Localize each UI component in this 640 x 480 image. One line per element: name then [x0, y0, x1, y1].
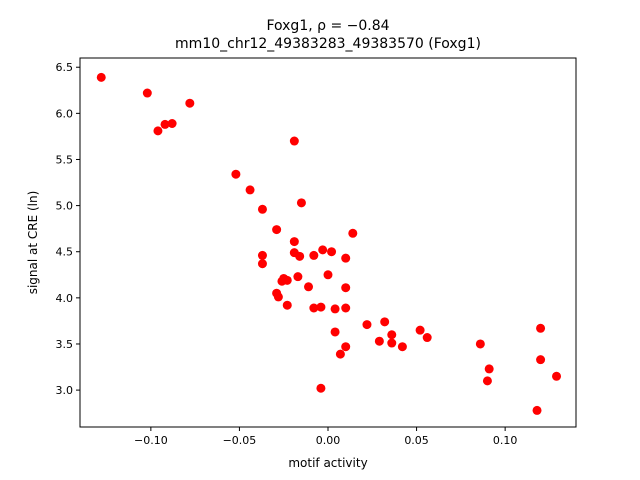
data-point-14 — [318, 245, 328, 255]
x-tick-label: 0.10 — [493, 434, 518, 447]
data-point-7 — [231, 169, 241, 179]
data-point-12 — [348, 228, 358, 238]
y-tick-label: 3.0 — [56, 384, 74, 397]
x-tick-label: 0.05 — [404, 434, 429, 447]
data-point-4 — [167, 118, 177, 128]
y-tick-label: 4.5 — [56, 246, 74, 259]
chart-title-line1: Foxg1, ρ = −0.84 — [266, 18, 389, 34]
x-tick-label: 0.00 — [316, 434, 341, 447]
chart-title-line2: mm10_chr12_49383283_49383570 (Foxg1) — [175, 36, 481, 52]
plot-frame — [79, 57, 577, 428]
data-point-5 — [153, 126, 163, 136]
data-point-17 — [257, 250, 267, 260]
data-point-20 — [341, 253, 351, 263]
data-point-52 — [482, 376, 492, 386]
data-point-47 — [335, 349, 345, 359]
data-point-44 — [475, 339, 485, 349]
data-point-40 — [387, 330, 397, 340]
x-tick-label: −0.10 — [134, 434, 168, 447]
data-point-34 — [341, 303, 351, 313]
y-tick-label: 3.5 — [56, 338, 74, 351]
data-point-41 — [422, 333, 432, 343]
y-axis-label: signal at CRE (ln) — [26, 191, 40, 295]
data-point-27 — [304, 282, 314, 292]
y-tick-label: 6.0 — [56, 107, 74, 120]
data-point-54 — [532, 405, 542, 415]
data-point-6 — [289, 136, 299, 146]
data-point-22 — [323, 270, 333, 280]
y-tick-label: 5.5 — [56, 153, 74, 166]
data-point-13 — [289, 237, 299, 247]
data-point-43 — [387, 338, 397, 348]
data-point-18 — [295, 251, 305, 261]
data-point-35 — [330, 304, 340, 314]
data-point-19 — [309, 250, 319, 260]
y-tick-label: 6.5 — [56, 61, 74, 74]
y-tick-label: 4.0 — [56, 292, 74, 305]
data-point-2 — [185, 98, 195, 108]
x-axis-ticks: −0.10 −0.05 0.00 0.05 0.10 — [134, 427, 517, 447]
data-point-39 — [330, 327, 340, 337]
data-point-49 — [536, 355, 546, 365]
data-point-48 — [536, 323, 546, 333]
data-point-32 — [316, 302, 326, 312]
data-point-1 — [142, 88, 152, 98]
data-point-15 — [327, 247, 337, 257]
data-point-50 — [484, 364, 494, 374]
data-point-0 — [96, 72, 106, 82]
data-point-36 — [380, 317, 390, 327]
data-point-45 — [341, 342, 351, 352]
data-point-23 — [293, 272, 303, 282]
data-point-31 — [282, 300, 292, 310]
data-point-30 — [273, 292, 283, 302]
data-point-51 — [552, 371, 562, 381]
data-point-42 — [374, 336, 384, 346]
y-axis-ticks: 3.0 3.5 4.0 4.5 5.0 5.5 6.0 6.5 — [56, 61, 80, 397]
data-point-9 — [296, 198, 306, 208]
data-point-37 — [362, 320, 372, 330]
data-point-26 — [277, 276, 287, 286]
data-point-28 — [341, 283, 351, 293]
data-points — [96, 72, 562, 415]
data-point-11 — [272, 225, 282, 235]
data-point-53 — [316, 383, 326, 393]
y-tick-label: 5.0 — [56, 200, 74, 213]
data-point-46 — [397, 342, 407, 352]
x-tick-label: −0.05 — [223, 434, 257, 447]
data-point-33 — [309, 303, 319, 313]
x-axis-label: motif activity — [288, 456, 367, 470]
data-point-38 — [415, 325, 425, 335]
data-point-8 — [245, 185, 255, 195]
data-point-10 — [257, 204, 267, 214]
data-point-21 — [257, 259, 267, 269]
data-point-3 — [160, 119, 170, 129]
